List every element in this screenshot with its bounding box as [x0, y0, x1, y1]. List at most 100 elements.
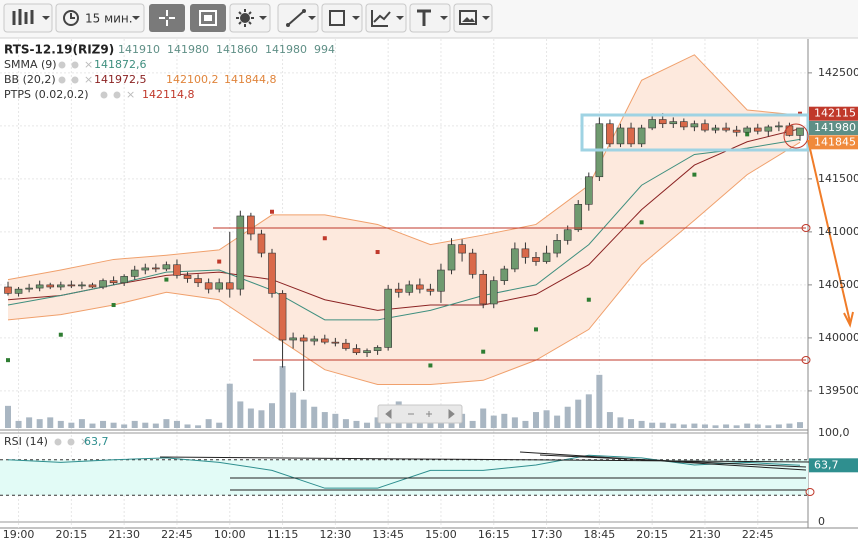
volume-bar [68, 422, 75, 428]
candle-body [511, 248, 519, 270]
candle-body [764, 126, 773, 132]
candle-body [183, 275, 192, 279]
volume-bar [26, 417, 33, 428]
candle-body [173, 264, 181, 276]
x-tick-label: 15:00 [425, 528, 457, 541]
volume-bar [628, 419, 635, 428]
candle-body [299, 337, 308, 342]
volume-bar [237, 401, 244, 428]
volume-bar [216, 422, 223, 428]
volume-bar [269, 403, 275, 428]
gear-icon [71, 61, 79, 69]
chart-type-button[interactable] [3, 3, 53, 33]
candle-body [553, 240, 561, 254]
image-tool-button[interactable] [453, 3, 493, 33]
volume-bar [638, 420, 645, 428]
volume-bar [670, 423, 677, 428]
candle-body [4, 286, 12, 294]
volume-bar [733, 425, 740, 428]
candle-body [331, 341, 340, 344]
crosshair-button[interactable] [149, 4, 185, 32]
candle-body [225, 282, 234, 290]
volume-bar [258, 410, 265, 428]
candle-body [141, 267, 150, 271]
candle-body [500, 268, 509, 281]
candle-body [542, 252, 551, 262]
candle-body [532, 257, 540, 262]
candle-body [648, 119, 656, 129]
candle-body [437, 269, 445, 292]
candle-body [162, 264, 171, 270]
price-tag-label: 63,7 [814, 458, 839, 471]
y-tick-label: 139500 [818, 384, 858, 397]
candle-body [468, 252, 477, 275]
layout-button[interactable] [190, 4, 226, 32]
rsi-handle [805, 488, 815, 496]
volume-bar [723, 424, 730, 428]
shape-tool-button[interactable] [321, 3, 363, 33]
ptps-dot [6, 358, 10, 363]
volume-bar [89, 423, 96, 428]
candle-body [14, 288, 23, 294]
scroll-control[interactable] [377, 404, 463, 424]
candle-body [152, 267, 160, 270]
price-tag-label: 142115 [814, 107, 856, 120]
volume-bar [617, 417, 624, 428]
volume-bar [533, 412, 539, 428]
line-tool-button[interactable] [277, 3, 319, 33]
bb-upper-line [7, 54, 801, 281]
close-icon: × [84, 58, 93, 71]
eye-icon [58, 61, 66, 69]
candle-body [120, 276, 128, 284]
x-tick-label: 22:45 [742, 528, 774, 541]
candle-body [458, 244, 466, 254]
candle-body [796, 127, 804, 136]
ptps-dot [586, 297, 591, 302]
price-tag-label: 141980 [814, 121, 856, 134]
candle-body [753, 127, 762, 132]
candle-body [584, 176, 593, 205]
candle-body [35, 284, 44, 289]
circle-mark [783, 123, 809, 149]
volume-bar [36, 419, 43, 428]
volume-bar [110, 422, 117, 428]
candle-body [489, 280, 498, 305]
candle-body [88, 284, 97, 288]
candle-body [563, 229, 572, 241]
volume-bar [163, 419, 170, 428]
volume-bar [437, 419, 444, 428]
candle-body [447, 244, 456, 271]
volume-bar [701, 424, 708, 428]
timeframe-label: 15 мин. [85, 12, 133, 26]
legend-text: BB (20,2) [4, 73, 56, 86]
volume-bar [142, 422, 149, 428]
legend-text: 63,7 [84, 435, 109, 448]
volume-bar [649, 422, 656, 428]
candle-body [416, 284, 424, 290]
candle-body [289, 337, 297, 341]
ptps-dot [58, 332, 63, 337]
timeframe-button[interactable]: 15 мин. [55, 3, 145, 33]
volume-bar [596, 374, 603, 428]
volume-bar [543, 410, 550, 428]
close-icon: × [80, 435, 89, 448]
indicators-button[interactable] [229, 3, 271, 33]
eye-icon [54, 438, 62, 446]
candle-body [363, 350, 371, 354]
volume-bar [775, 424, 782, 428]
volume-bar [5, 405, 11, 428]
candle-body [78, 284, 86, 287]
legend-text: 142100,2 [166, 73, 219, 86]
fib-tool-button[interactable] [365, 3, 407, 33]
candle-body [342, 342, 350, 349]
candle-body [574, 204, 583, 231]
volume-bar [226, 383, 233, 428]
candle-body [67, 284, 76, 287]
x-tick-label: 11:15 [267, 528, 299, 541]
ptps-dot [322, 236, 327, 241]
text-tool-button[interactable] [409, 3, 451, 33]
x-tick-label: 18:45 [584, 528, 616, 541]
candle-body [785, 125, 794, 136]
x-tick-label: 21:30 [108, 528, 140, 541]
